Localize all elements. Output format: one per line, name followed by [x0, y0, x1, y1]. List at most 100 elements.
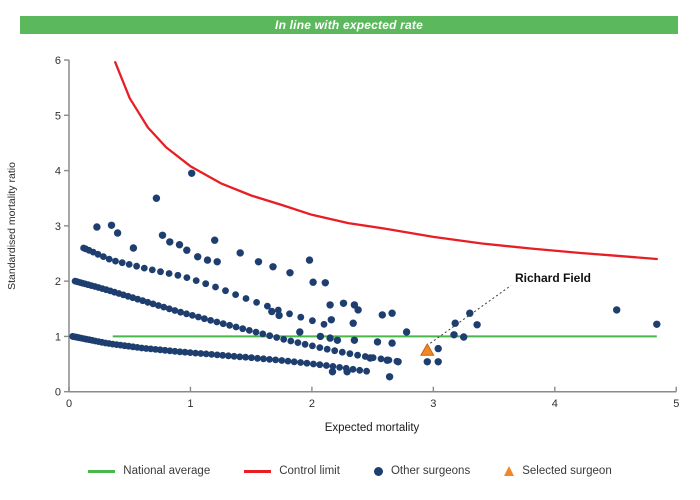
- surgeon-dot: [434, 344, 442, 353]
- surgeon-dot: [346, 350, 354, 358]
- surgeon-dot: [287, 337, 295, 345]
- surgeon-dot: [253, 299, 260, 306]
- surgeon-dot: [236, 249, 244, 257]
- surgeon-dot: [181, 348, 189, 356]
- y-tick-label: 2: [55, 276, 61, 288]
- surgeon-dot: [155, 302, 162, 309]
- surgeon-dot: [174, 271, 182, 279]
- surgeon-dot: [118, 259, 126, 267]
- surgeon-dot: [339, 299, 348, 307]
- surgeon-dot: [242, 353, 250, 361]
- surgeon-dot: [165, 270, 173, 277]
- surgeon-dot: [157, 268, 164, 276]
- legend-label: Control limit: [279, 465, 340, 477]
- surgeon-dot: [280, 335, 288, 343]
- surgeon-dot: [286, 310, 293, 318]
- surgeon-dot: [264, 302, 271, 310]
- surgeon-dot: [254, 258, 263, 266]
- surgeon-dot: [366, 354, 374, 362]
- surgeon-dot: [213, 258, 221, 266]
- y-tick-label: 1: [55, 331, 61, 343]
- surgeon-dot: [202, 350, 210, 358]
- surgeon-dot: [451, 319, 459, 327]
- x-tick-label: 5: [673, 398, 679, 410]
- legend-item-control-limit: Control limit: [244, 465, 340, 477]
- surgeon-dot: [230, 352, 238, 360]
- surgeon-dot: [388, 339, 396, 347]
- surgeon-dot: [268, 307, 276, 316]
- surgeon-dot: [309, 342, 316, 350]
- surgeon-dot: [309, 278, 317, 286]
- surgeon-dot: [273, 334, 281, 341]
- surgeon-dot: [331, 347, 339, 355]
- surgeon-dot: [274, 306, 282, 314]
- surgeon-dot: [202, 280, 210, 288]
- surgeon-dot: [326, 334, 334, 342]
- surgeon-dot: [225, 352, 232, 360]
- surgeon-dot: [326, 301, 334, 309]
- surgeon-dot: [350, 336, 359, 344]
- surgeon-dot: [207, 317, 215, 324]
- surgeon-dot: [140, 264, 148, 272]
- surgeon-dot: [133, 262, 141, 270]
- legend-line-swatch: [88, 469, 116, 473]
- surgeon-dot: [301, 340, 309, 348]
- surgeon-dot: [259, 330, 267, 338]
- surgeon-dot: [328, 368, 337, 376]
- surgeon-dot: [171, 347, 179, 355]
- surgeon-dot: [252, 328, 260, 336]
- surgeon-dot: [158, 231, 167, 239]
- x-tick-label: 3: [430, 398, 436, 410]
- surgeon-dot: [232, 291, 240, 298]
- surgeon-dot: [653, 320, 661, 328]
- annotation-label: Richard Field: [515, 271, 591, 285]
- surgeon-dot: [211, 236, 219, 244]
- surgeon-dot: [305, 256, 314, 264]
- surgeon-dot: [294, 339, 302, 346]
- surgeon-dot: [213, 351, 221, 359]
- surgeon-dot: [213, 318, 221, 326]
- surgeon-dot: [297, 313, 305, 321]
- legend-item-other-surgeons: Other surgeons: [373, 465, 471, 477]
- surgeon-dot: [466, 309, 474, 317]
- surgeon-dot: [236, 353, 244, 361]
- legend-label: Other surgeons: [390, 465, 471, 477]
- surgeon-dot: [183, 274, 191, 281]
- surgeon-dot: [212, 283, 219, 291]
- x-tick-label: 0: [66, 398, 72, 410]
- surgeon-dot: [175, 241, 184, 249]
- surgeon-dot: [329, 363, 337, 370]
- surgeon-dot: [194, 253, 202, 261]
- surgeon-dot: [239, 325, 247, 333]
- surgeon-dot: [385, 373, 394, 381]
- surgeon-dot: [165, 305, 173, 313]
- y-tick-label: 5: [55, 110, 61, 122]
- surgeon-dot: [309, 317, 316, 325]
- surgeon-dot: [349, 319, 357, 327]
- surgeon-dot: [161, 346, 169, 354]
- status-banner-title: In line with expected rate: [275, 18, 423, 32]
- surgeon-dot: [112, 257, 119, 265]
- surgeon-dot: [316, 344, 324, 351]
- y-tick-label: 4: [55, 166, 61, 178]
- surgeon-dot: [316, 361, 324, 369]
- surgeon-dot: [363, 367, 370, 375]
- surgeon-dot: [242, 295, 250, 302]
- surgeon-dot: [260, 355, 267, 363]
- legend-item-national-average: National average: [88, 465, 210, 477]
- x-tick-label: 2: [309, 398, 315, 410]
- surgeon-dot: [320, 320, 328, 328]
- surgeon-dot: [129, 244, 138, 252]
- surgeon-dot: [388, 309, 396, 317]
- surgeon-dot: [125, 261, 133, 268]
- surgeon-dot: [192, 277, 200, 284]
- surgeon-dot: [377, 355, 385, 363]
- surgeon-dot: [383, 356, 391, 364]
- surgeon-dot: [105, 255, 113, 263]
- series-group: [69, 61, 661, 381]
- surgeon-dot: [197, 350, 205, 357]
- surgeon-dot: [177, 308, 185, 316]
- surgeon-dot: [176, 348, 184, 356]
- annotation-connector: [429, 285, 512, 344]
- surgeon-dot: [613, 306, 621, 314]
